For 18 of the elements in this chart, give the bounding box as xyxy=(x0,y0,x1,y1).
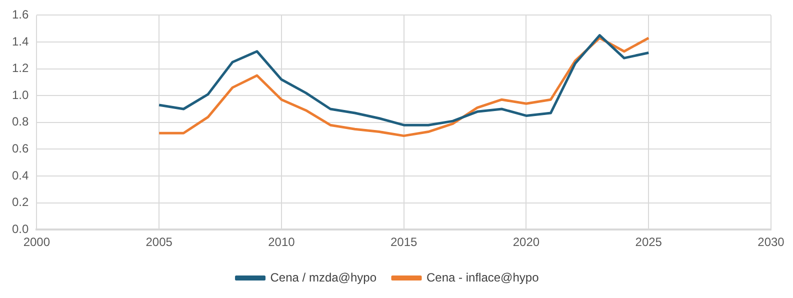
x-tick-label: 2000 xyxy=(23,235,50,250)
y-tick-label: 1.4 xyxy=(12,34,29,48)
y-tick-label: 0.6 xyxy=(12,142,29,156)
y-tick-label: 0.2 xyxy=(12,195,29,210)
legend-label: Cena / mzda@hypo xyxy=(270,270,377,284)
y-tick-label: 1.6 xyxy=(12,8,29,22)
y-tick-label: 0.4 xyxy=(12,168,29,182)
x-tick-label: 2005 xyxy=(146,235,173,250)
x-tick-label: 2010 xyxy=(268,235,296,250)
y-tick-label: 1.0 xyxy=(12,88,29,102)
y-tick-label: 0.0 xyxy=(12,222,29,236)
x-tick-label: 2025 xyxy=(635,235,662,250)
x-tick-label: 2020 xyxy=(512,235,540,250)
y-tick-label: 1.2 xyxy=(12,61,29,76)
x-tick-label: 2030 xyxy=(758,235,785,250)
legend-label: Cena - inflace@hypo xyxy=(426,270,540,284)
x-tick-label: 2015 xyxy=(390,235,418,250)
y-tick-label: 0.8 xyxy=(12,114,29,129)
